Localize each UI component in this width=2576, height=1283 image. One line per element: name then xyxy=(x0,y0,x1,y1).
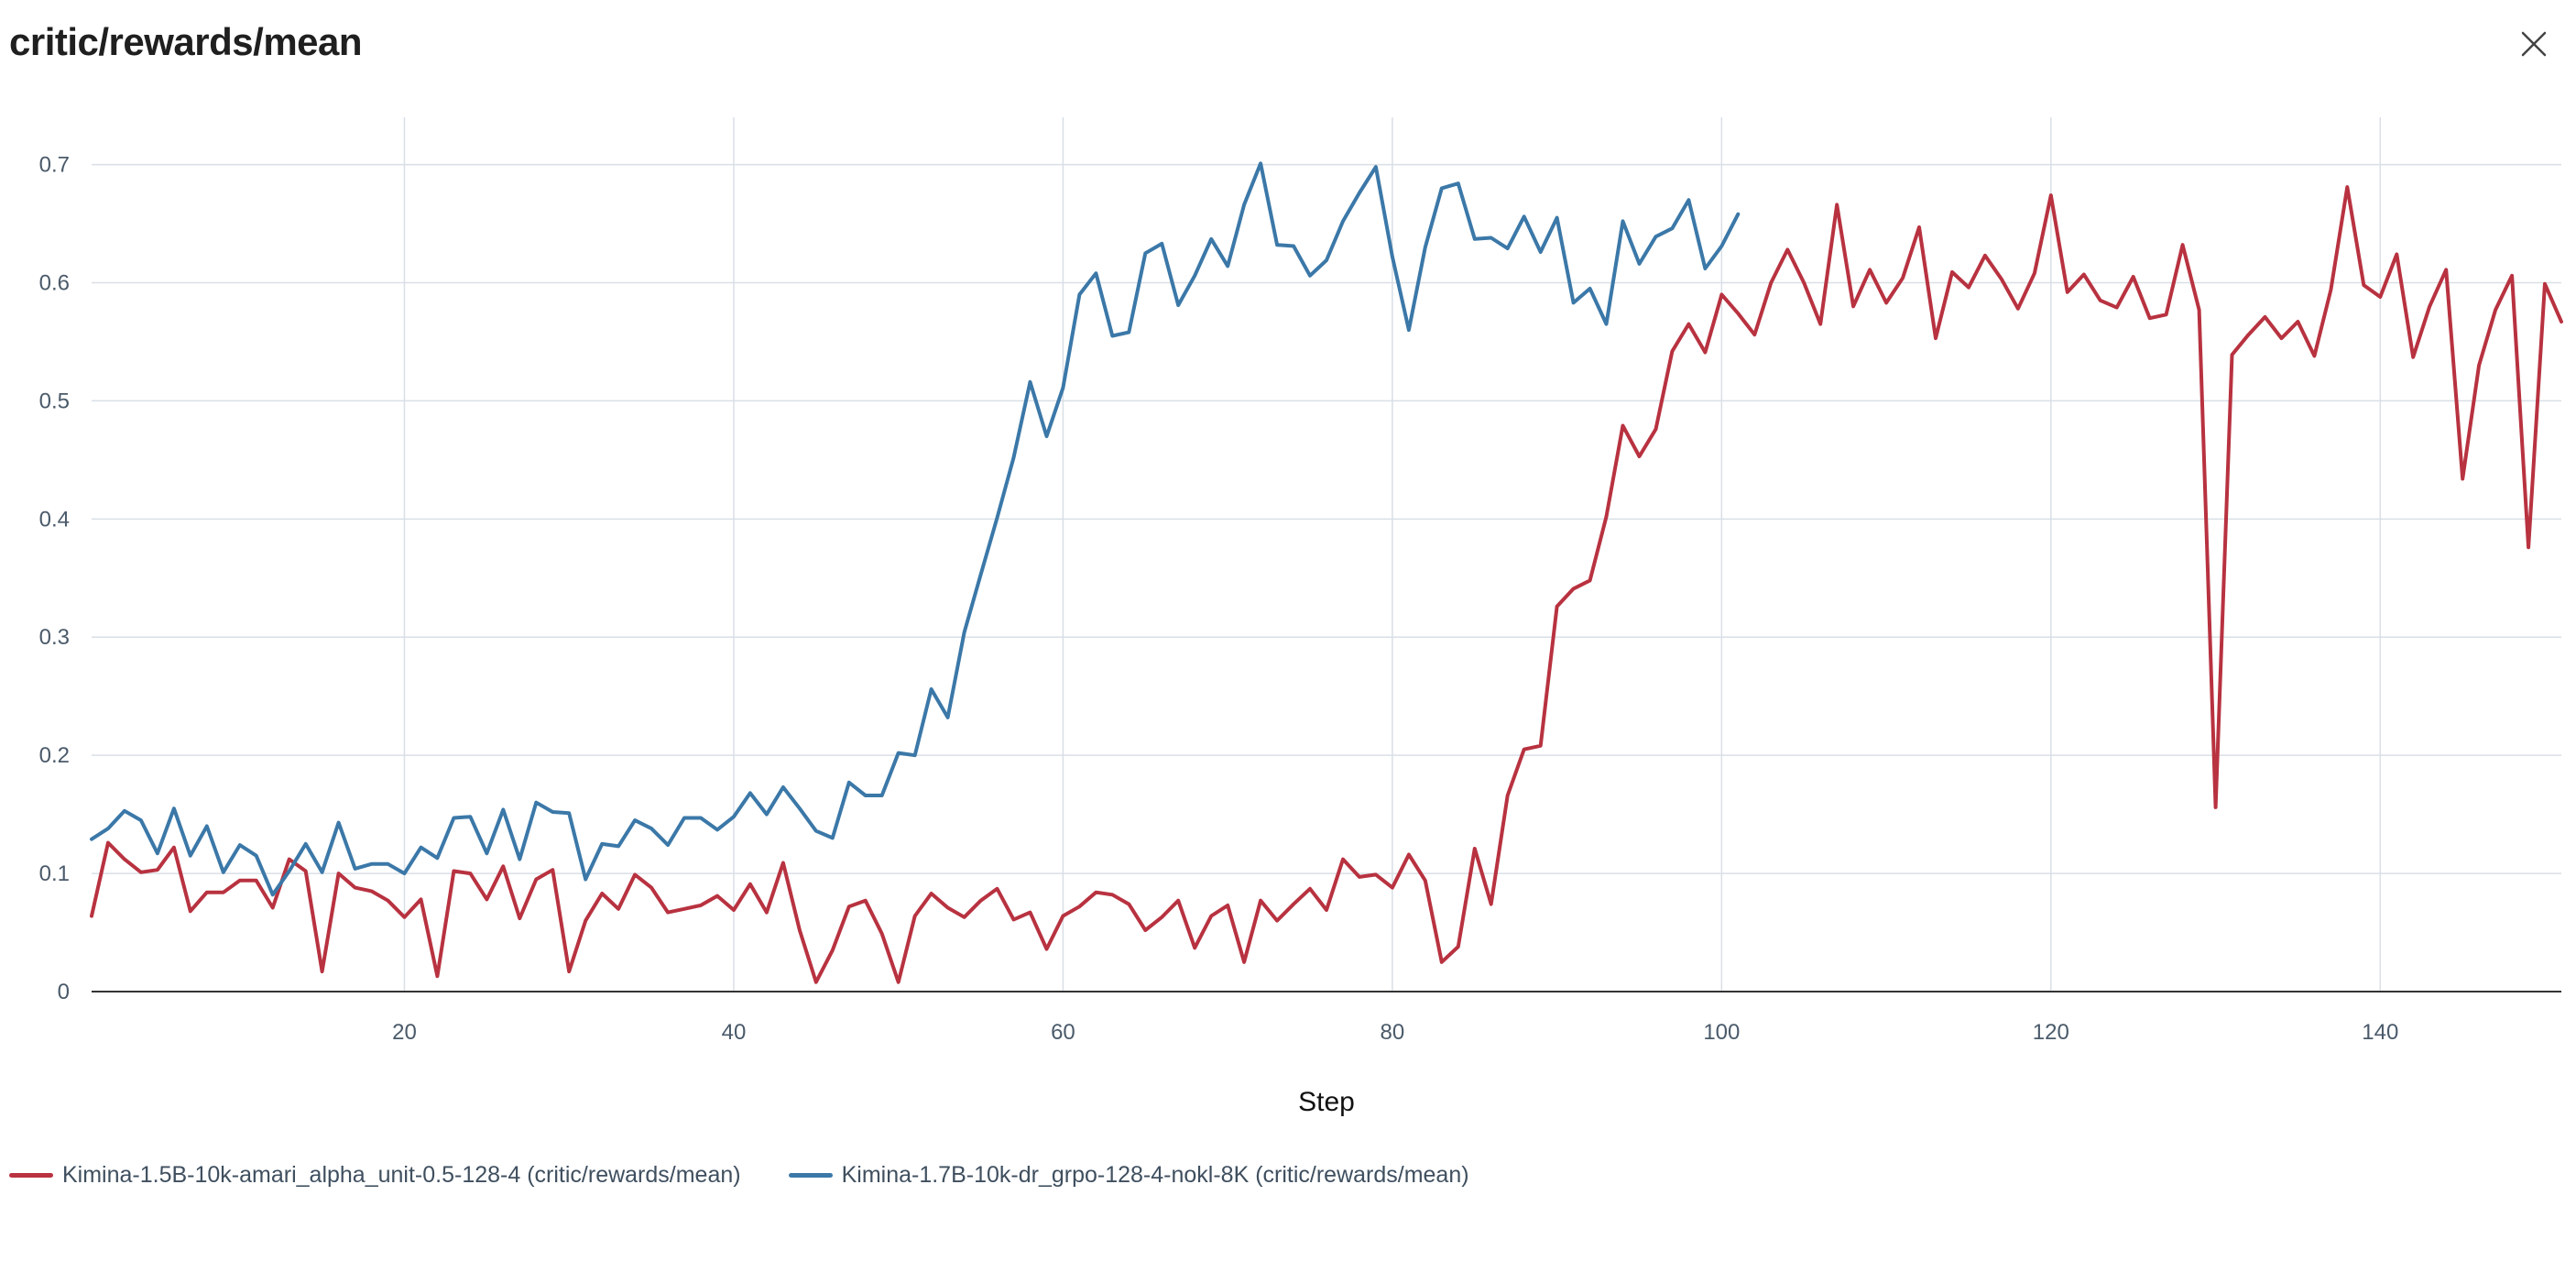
y-tick-label: 0.7 xyxy=(39,153,70,178)
close-icon[interactable] xyxy=(2517,27,2550,60)
y-tick-label: 0.4 xyxy=(39,507,70,532)
chart-grid xyxy=(92,117,2561,992)
x-tick-label: 100 xyxy=(1703,1020,1740,1045)
x-tick-label: 120 xyxy=(2033,1020,2069,1045)
chart-title: critic/rewards/mean xyxy=(9,20,363,63)
y-tick-label: 0.3 xyxy=(39,625,70,650)
x-tick-label: 40 xyxy=(722,1020,747,1045)
legend-label: Kimina-1.7B-10k-dr_grpo-128-4-nokl-8K (c… xyxy=(841,1162,1469,1188)
y-tick-label: 0.1 xyxy=(39,861,70,886)
y-tick-label: 0.6 xyxy=(39,270,70,295)
legend-item-2[interactable]: Kimina-1.7B-10k-dr_grpo-128-4-nokl-8K (c… xyxy=(788,1162,1469,1189)
x-tick-label: 20 xyxy=(392,1020,417,1045)
chart-legend: Kimina-1.5B-10k-amari_alpha_unit-0.5-128… xyxy=(9,1162,1517,1189)
legend-item-1[interactable]: Kimina-1.5B-10k-amari_alpha_unit-0.5-128… xyxy=(9,1162,741,1189)
legend-label: Kimina-1.5B-10k-amari_alpha_unit-0.5-128… xyxy=(62,1162,741,1188)
chart-series xyxy=(90,161,2563,984)
line-chart[interactable]: 0 0.1 0.2 0.3 0.4 0.5 0.6 0.7 20 40 60 80 100 120 140… xyxy=(0,0,2576,1146)
x-tick-label: 60 xyxy=(1051,1020,1075,1045)
y-tick-label: 0 xyxy=(58,980,70,1004)
y-tick-label: 0.5 xyxy=(39,389,70,413)
legend-swatch xyxy=(9,1173,53,1178)
y-tick-label: 0.2 xyxy=(39,743,70,768)
x-axis-label: Step xyxy=(1298,1087,1355,1117)
x-axis-ticks: 20 40 60 80 100 120 140 xyxy=(392,1020,2398,1045)
x-tick-label: 80 xyxy=(1381,1020,1405,1045)
series-line-2[interactable] xyxy=(90,161,1741,897)
legend-swatch xyxy=(788,1173,833,1178)
y-axis-ticks: 0 0.1 0.2 0.3 0.4 0.5 0.6 0.7 xyxy=(39,153,70,1004)
series-line-1[interactable] xyxy=(90,185,2563,984)
x-tick-label: 140 xyxy=(2362,1020,2398,1045)
